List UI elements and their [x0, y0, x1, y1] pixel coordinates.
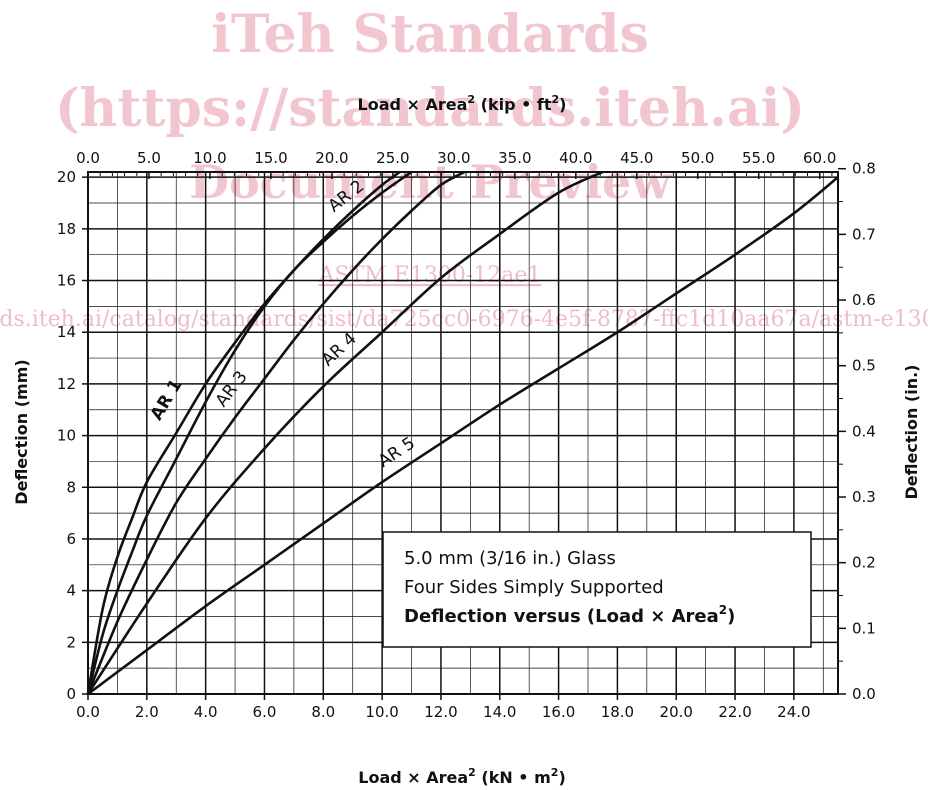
x-tick-label: 12.0 [424, 703, 457, 721]
y2-tick-label: 0.7 [852, 225, 876, 243]
x2-tick-label: 60.0 [803, 149, 836, 167]
x-tick-label: 6.0 [253, 703, 277, 721]
y2-tick-label: 0.0 [852, 685, 876, 703]
y-tick-label: 16 [57, 272, 76, 290]
y-tick-label: 18 [57, 220, 76, 238]
x2-tick-label: 55.0 [742, 149, 775, 167]
x2-tick-label: 5.0 [137, 149, 161, 167]
x2-tick-label: 15.0 [254, 149, 287, 167]
y2-tick-label: 0.6 [852, 291, 876, 309]
x2-tick-label: 20.0 [315, 149, 348, 167]
x2-tick-label: 10.0 [193, 149, 226, 167]
y2-tick-label: 0.1 [852, 619, 876, 637]
y-tick-label: 2 [66, 633, 76, 651]
y2-tick-label: 0.4 [852, 422, 876, 440]
x-tick-label: 14.0 [483, 703, 516, 721]
watermark-line1: iTeh Standards [211, 4, 649, 65]
x2-tick-label: 0.0 [76, 149, 100, 167]
y-tick-label: 8 [66, 478, 76, 496]
x-tick-label: 10.0 [365, 703, 398, 721]
x-tick-label: 20.0 [660, 703, 693, 721]
curve-label-ar-4: AR 4 [318, 329, 361, 371]
x2-tick-label: 50.0 [681, 149, 714, 167]
legend-line3: Deflection versus (Load × Area2) [404, 603, 735, 627]
curve-label-ar-5: AR 5 [375, 433, 419, 472]
x-tick-label: 2.0 [135, 703, 159, 721]
x2-tick-label: 35.0 [498, 149, 531, 167]
y-tick-label: 4 [66, 582, 76, 600]
plot-frame [87, 171, 839, 695]
curves: AR 1AR 2AR 3AR 4AR 5 [86, 170, 839, 696]
y-tick-label: 6 [66, 530, 76, 548]
y-tick-label: 12 [57, 375, 76, 393]
x-tick-label: 18.0 [601, 703, 634, 721]
x-tick-label: 16.0 [542, 703, 575, 721]
x-tick-label: 24.0 [777, 703, 810, 721]
bottom-axis-title: Load × Area2 (kN • m2) [358, 766, 566, 787]
y-tick-label: 0 [66, 685, 76, 703]
left-axis-title: Deflection (mm) [12, 359, 31, 504]
y2-tick-label: 0.2 [852, 554, 876, 572]
x2-tick-label: 45.0 [620, 149, 653, 167]
curve-ar-5 [87, 176, 839, 696]
curve-ar-1 [86, 170, 401, 695]
watermark: iTeh Standards (https://standards.iteh.a… [0, 4, 928, 332]
y-tick-label: 20 [57, 168, 76, 186]
watermark-line3: Document Preview [189, 155, 672, 209]
y2-tick-label: 0.3 [852, 488, 876, 506]
x-tick-label: 4.0 [194, 703, 218, 721]
x-tick-label: 0.0 [76, 703, 100, 721]
watermark-line5: https://standards.iteh.ai/catalog/standa… [0, 307, 928, 332]
x2-tick-label: 40.0 [559, 149, 592, 167]
y-tick-label: 10 [57, 427, 76, 445]
x-tick-label: 22.0 [718, 703, 751, 721]
x2-tick-label: 30.0 [437, 149, 470, 167]
y2-tick-label: 0.8 [852, 160, 876, 178]
legend-line1: 5.0 mm (3/16 in.) Glass [404, 548, 616, 569]
x2-tick-label: 25.0 [376, 149, 409, 167]
curve-ar-2 [86, 170, 413, 695]
legend-box: 5.0 mm (3/16 in.) Glass Four Sides Simpl… [382, 531, 812, 648]
watermark-line4: ASTM E1300-12ae1 [318, 263, 542, 288]
curve-ar-4 [86, 170, 604, 695]
right-axis-title: Deflection (in.) [902, 365, 921, 500]
y-tick-label: 14 [57, 323, 76, 341]
legend-line2: Four Sides Simply Supported [404, 577, 664, 598]
x-tick-label: 8.0 [311, 703, 335, 721]
watermark-line2: (https://standards.iteh.ai) [55, 78, 805, 139]
curve-ar-3 [86, 170, 466, 695]
top-axis-title: Load × Area2 (kip • ft2) [358, 93, 567, 114]
curve-label-ar-1: AR 1 [147, 376, 187, 424]
y2-tick-label: 0.5 [852, 357, 876, 375]
